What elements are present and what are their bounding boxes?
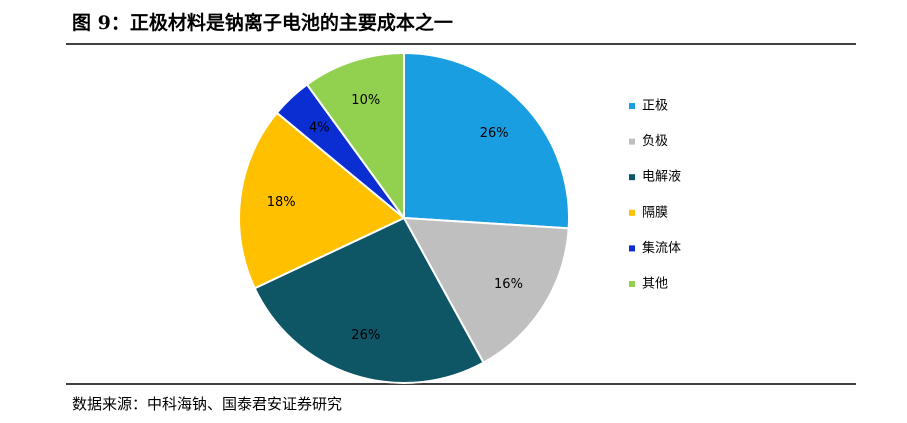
chart-title: 图 9：正极材料是钠离子电池的主要成本之一: [72, 11, 453, 34]
pie-slice: [253, 216, 485, 384]
legend-swatch: [629, 174, 635, 181]
legend-swatch: [629, 209, 635, 216]
data-label: 18%: [267, 195, 296, 210]
legend-swatch: [629, 138, 635, 145]
data-label: 10%: [351, 93, 380, 108]
legend-label: 正极: [642, 99, 668, 114]
data-label: 26%: [351, 328, 380, 343]
pie-slice: [403, 51, 570, 230]
legend-label: 负极: [642, 134, 668, 149]
source-note: 数据来源：中科海钠、国泰君安证券研究: [72, 395, 342, 413]
legend-label: 集流体: [642, 240, 681, 256]
legend-label: 电解液: [642, 170, 681, 185]
data-label: 4%: [309, 120, 330, 135]
pie-slice: [402, 216, 570, 364]
legend-label: 隔膜: [642, 205, 668, 220]
pie-slice: [305, 51, 405, 222]
pie-slice: [238, 111, 406, 290]
data-label: 26%: [480, 126, 509, 141]
legend-swatch: [629, 103, 635, 109]
data-label: 16%: [494, 277, 523, 292]
legend-swatch: [629, 245, 635, 252]
legend-label: 其他: [642, 277, 668, 292]
legend-swatch: [629, 281, 635, 287]
